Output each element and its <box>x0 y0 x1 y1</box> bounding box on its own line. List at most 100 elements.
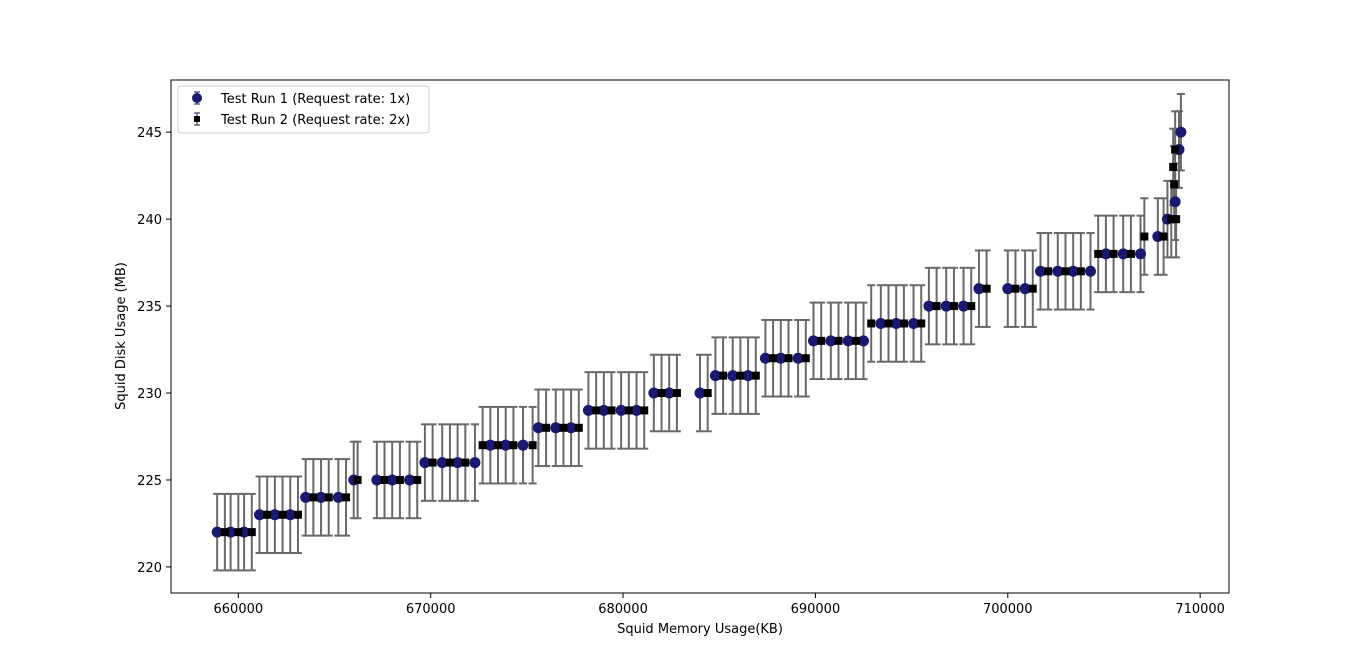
data-point-series2 <box>542 423 551 432</box>
data-point-series2 <box>899 319 908 328</box>
data-point-series1 <box>615 404 627 416</box>
data-markers <box>211 126 1187 538</box>
data-point-series1 <box>315 491 327 503</box>
data-point-series1 <box>807 335 819 347</box>
data-point-series2 <box>293 510 302 519</box>
data-point-series2 <box>278 510 287 519</box>
data-point-series2 <box>592 406 601 415</box>
data-point-series2 <box>494 441 503 450</box>
data-point-series2 <box>1094 249 1103 258</box>
legend-marker-series1 <box>192 91 202 105</box>
data-point-series2 <box>917 319 926 328</box>
data-point-series2 <box>672 389 681 398</box>
data-point-series2 <box>380 475 389 484</box>
data-point-series2 <box>867 319 876 328</box>
data-point-series1 <box>469 457 481 469</box>
data-point-series2 <box>342 493 351 502</box>
data-point-series1 <box>958 300 970 312</box>
data-point-series1 <box>436 457 448 469</box>
data-point-series2 <box>1170 180 1179 189</box>
data-point-series1 <box>940 300 952 312</box>
data-point-series2 <box>428 458 437 467</box>
data-point-series1 <box>1019 283 1031 295</box>
data-point-series2 <box>574 423 583 432</box>
data-point-series1 <box>284 509 296 521</box>
data-point-series2 <box>1028 284 1037 293</box>
data-point-series1 <box>386 474 398 486</box>
data-point-series2 <box>1140 232 1149 241</box>
data-point-series1 <box>1067 265 1079 277</box>
data-point-series1 <box>484 439 496 451</box>
data-point-series2 <box>640 406 649 415</box>
data-point-series1 <box>1052 265 1064 277</box>
x-axis-label: Squid Memory Usage(KB) <box>617 622 783 637</box>
data-point-series1 <box>923 300 935 312</box>
data-point-series1 <box>759 352 771 364</box>
y-tick-label: 230 <box>137 387 162 402</box>
x-tick-label: 680000 <box>598 602 648 617</box>
data-point-series1 <box>211 526 223 538</box>
data-point-series2 <box>1109 249 1118 258</box>
data-point-series2 <box>607 406 616 415</box>
data-point-series1 <box>550 422 562 434</box>
data-point-series1 <box>742 370 754 382</box>
legend-box <box>177 85 430 134</box>
data-point-series2 <box>247 528 256 537</box>
data-point-series1 <box>269 509 281 521</box>
data-point-series2 <box>1076 267 1085 276</box>
data-point-series1 <box>253 509 265 521</box>
data-point-series2 <box>801 354 810 363</box>
data-point-series2 <box>478 441 487 450</box>
data-point-series2 <box>1044 267 1053 276</box>
y-tick-label: 235 <box>137 300 162 315</box>
x-tick-label: 670000 <box>406 602 456 617</box>
data-point-series1 <box>875 317 887 329</box>
y-tick-label: 225 <box>137 474 162 489</box>
data-point-series1 <box>1135 248 1147 260</box>
data-point-series2 <box>834 336 843 345</box>
data-point-series2 <box>1159 232 1168 241</box>
y-axis-label: Squid Disk Usage (MB) <box>114 262 129 410</box>
plot-frame <box>170 79 1230 594</box>
x-tick-label: 710000 <box>1175 602 1225 617</box>
data-point-series2 <box>1172 215 1181 224</box>
data-point-series2 <box>528 441 537 450</box>
y-tick-label: 240 <box>137 213 162 228</box>
data-point-series2 <box>1169 162 1178 171</box>
data-point-series1 <box>452 457 464 469</box>
data-point-series2 <box>982 284 991 293</box>
data-point-series1 <box>565 422 577 434</box>
x-tick-label: 690000 <box>791 602 841 617</box>
data-point-series2 <box>1061 267 1070 276</box>
data-point-series2 <box>1126 249 1135 258</box>
data-point-series1 <box>371 474 383 486</box>
data-point-series1 <box>1117 248 1129 260</box>
legend: Test Run 1 (Request rate: 1x) Test Run 2… <box>177 85 430 134</box>
data-point-series1 <box>663 387 675 399</box>
data-point-series1 <box>332 491 344 503</box>
data-point-series2 <box>353 475 362 484</box>
data-point-series1 <box>419 457 431 469</box>
data-point-series1 <box>532 422 544 434</box>
data-point-series2 <box>220 528 229 537</box>
data-point-series1 <box>1002 283 1014 295</box>
data-point-series2 <box>324 493 333 502</box>
data-point-series1 <box>825 335 837 347</box>
data-point-series2 <box>395 475 404 484</box>
y-axis-ticks: 220 225 230 235 240 245 <box>137 126 171 576</box>
data-point-series2 <box>1171 145 1180 154</box>
data-point-series1 <box>631 404 643 416</box>
data-point-series1 <box>727 370 739 382</box>
data-point-series1 <box>1169 196 1181 208</box>
data-point-series1 <box>694 387 706 399</box>
data-point-series1 <box>908 317 920 329</box>
data-point-series2 <box>719 371 728 380</box>
data-point-series2 <box>703 389 712 398</box>
data-point-series2 <box>657 389 666 398</box>
data-point-series2 <box>1167 215 1176 224</box>
legend-marker-series2 <box>194 112 200 126</box>
data-point-series2 <box>1011 284 1020 293</box>
data-point-series2 <box>967 302 976 311</box>
legend-label-series1: Test Run 1 (Request rate: 1x) <box>220 92 410 107</box>
